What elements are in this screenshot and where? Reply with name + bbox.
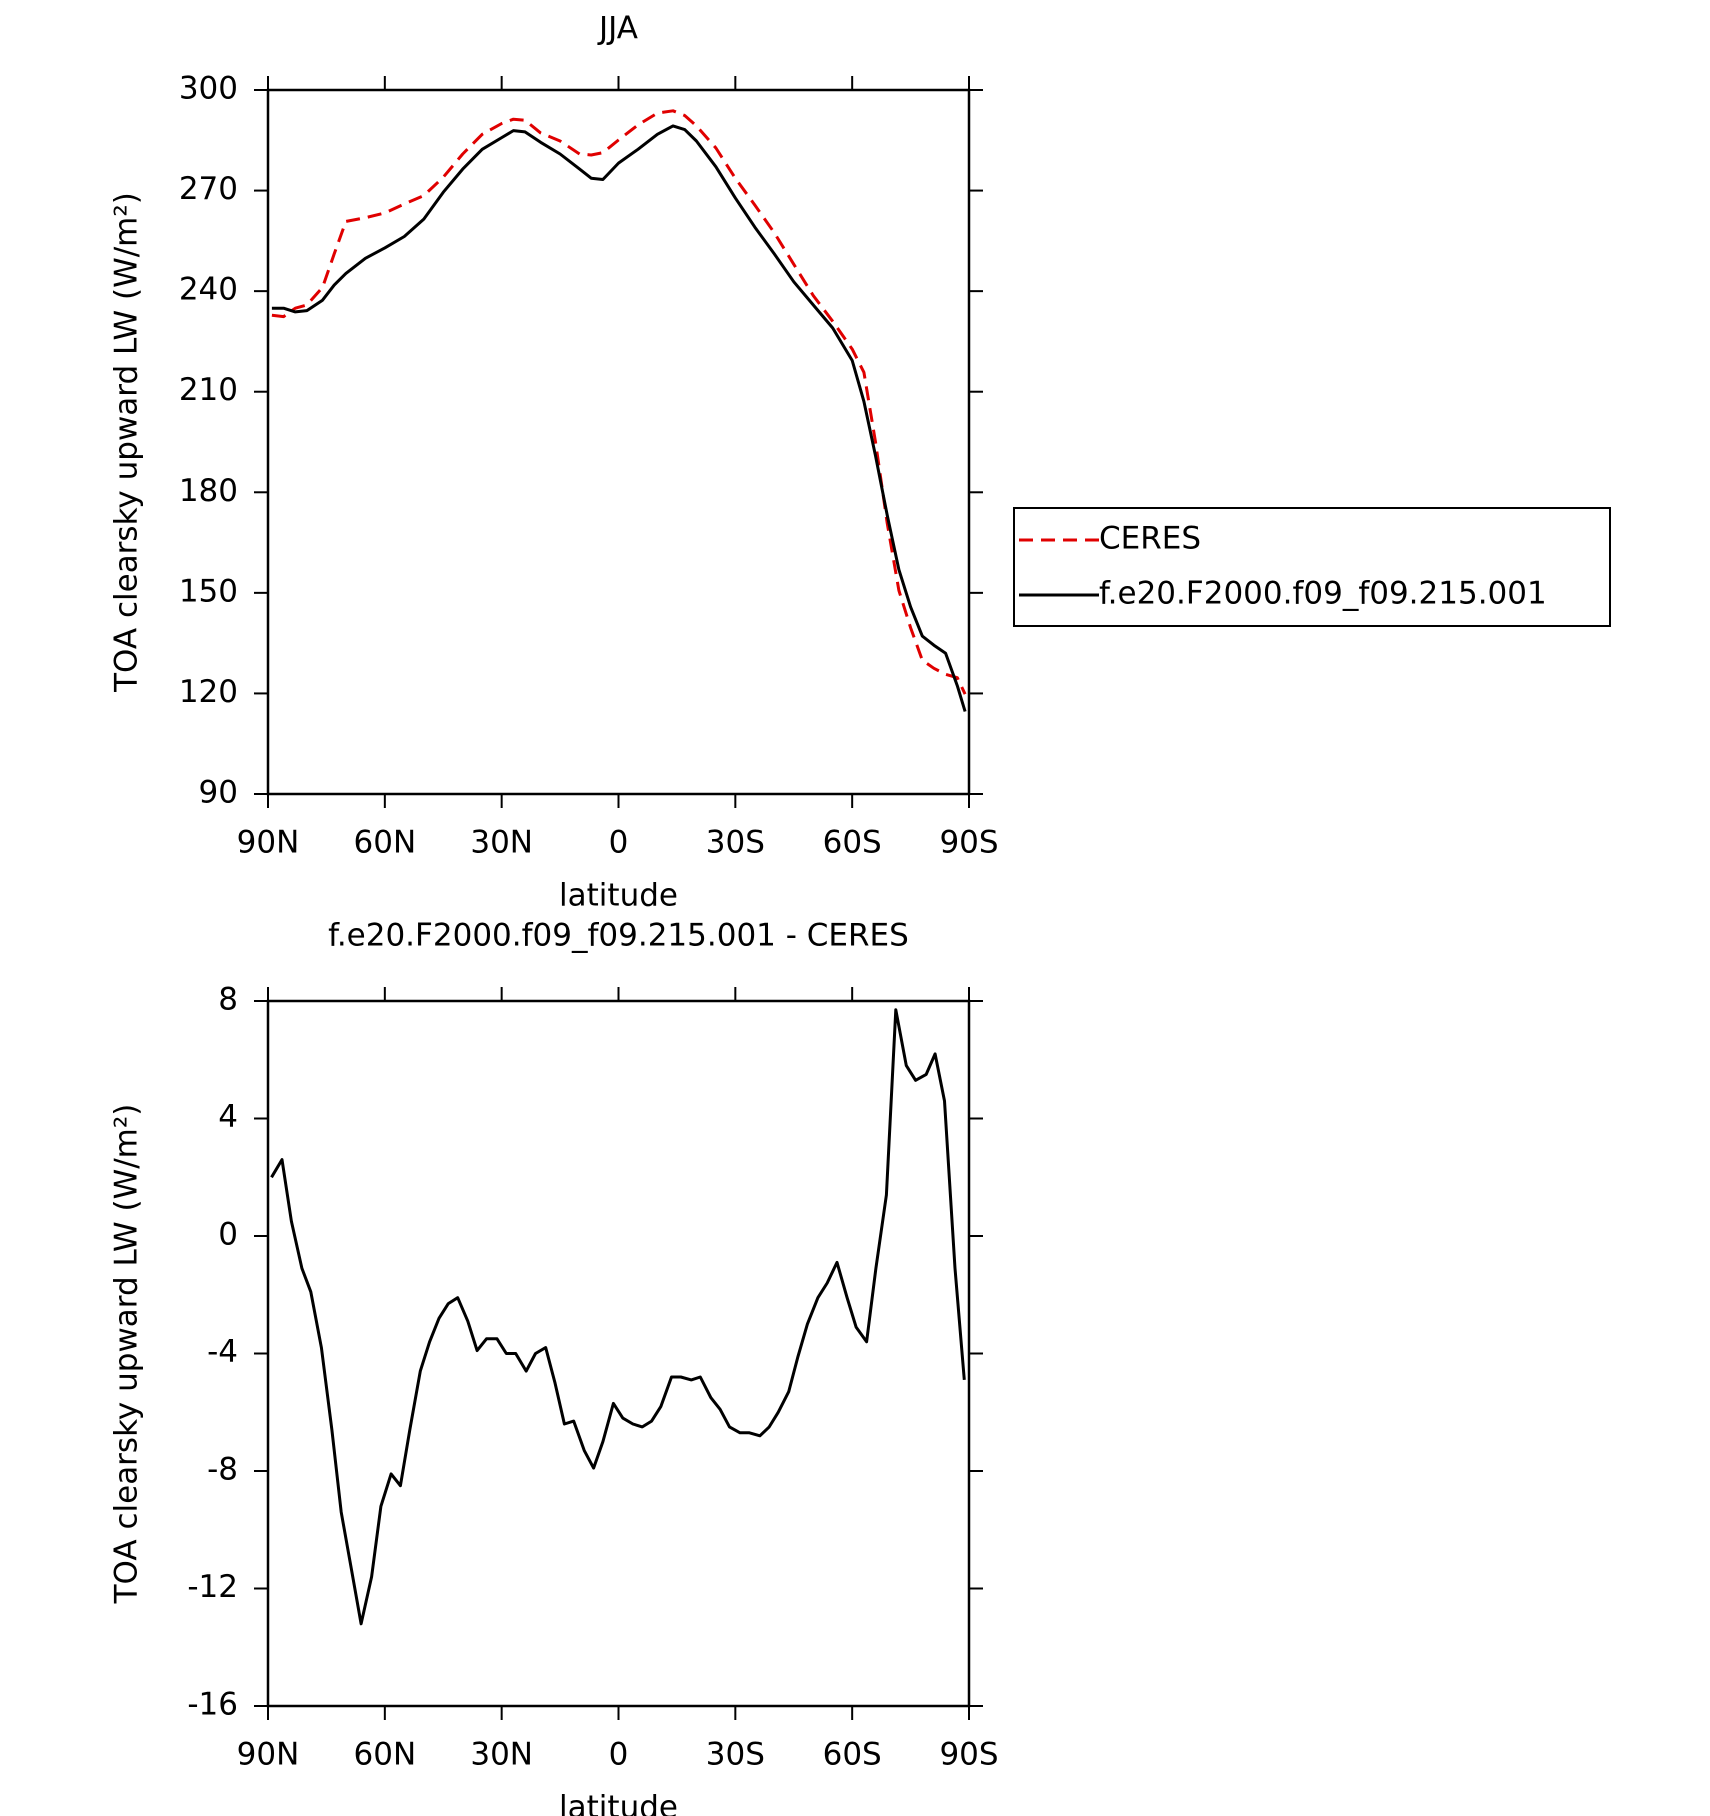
legend-label: f.e20.F2000.f09_f09.215.001 bbox=[1099, 576, 1547, 612]
data-line bbox=[271, 109, 967, 695]
x-tick-label: 30S bbox=[706, 1737, 765, 1773]
y-tick-label: 180 bbox=[179, 473, 238, 509]
y-tick-label: 8 bbox=[218, 982, 238, 1018]
y-tick-label: 240 bbox=[179, 272, 238, 308]
x-axis-label: latitude bbox=[559, 878, 678, 914]
x-tick-label: 90S bbox=[939, 1737, 998, 1773]
y-tick-label: 150 bbox=[179, 573, 238, 609]
x-tick-label: 60S bbox=[823, 825, 882, 861]
x-tick-label: 30N bbox=[470, 1737, 533, 1773]
y-tick-label: -8 bbox=[207, 1452, 238, 1488]
legend: CERES f.e20.F2000.f09_f09.215.001 bbox=[1013, 507, 1611, 627]
y-tick-label: 210 bbox=[179, 372, 238, 408]
plot-frame bbox=[266, 88, 971, 796]
chart-title: f.e20.F2000.f09_f09.215.001 - CERES bbox=[328, 918, 909, 954]
x-tick-label: 0 bbox=[609, 1737, 629, 1773]
x-tick-label: 60S bbox=[823, 1737, 882, 1773]
x-tick-label: 60N bbox=[354, 1737, 417, 1773]
y-tick-label: 120 bbox=[179, 674, 238, 710]
y-tick-label: 270 bbox=[179, 171, 238, 207]
legend-label: CERES bbox=[1099, 521, 1201, 557]
y-tick-label: -16 bbox=[187, 1687, 238, 1723]
x-axis-label: latitude bbox=[559, 1790, 678, 1816]
x-tick-label: 60N bbox=[354, 825, 417, 861]
y-tick-label: 4 bbox=[218, 1099, 238, 1135]
data-line bbox=[271, 124, 967, 712]
y-axis-label: TOA clearsky upward LW (W/m²) bbox=[109, 1104, 145, 1605]
x-tick-label: 30S bbox=[706, 825, 765, 861]
chart-title: JJA bbox=[597, 11, 638, 47]
data-line bbox=[270, 1008, 966, 1626]
plot-frame bbox=[266, 999, 971, 1708]
y-tick-label: -12 bbox=[187, 1569, 238, 1605]
y-tick-label: 0 bbox=[218, 1217, 238, 1253]
x-tick-label: 90S bbox=[939, 825, 998, 861]
x-tick-label: 90N bbox=[237, 825, 300, 861]
x-tick-label: 0 bbox=[609, 825, 629, 861]
x-tick-label: 30N bbox=[470, 825, 533, 861]
y-tick-label: -4 bbox=[207, 1334, 238, 1370]
y-tick-label: 90 bbox=[199, 775, 238, 811]
x-tick-label: 90N bbox=[237, 1737, 300, 1773]
legend-box bbox=[1013, 507, 1611, 627]
y-axis-label: TOA clearsky upward LW (W/m²) bbox=[109, 192, 145, 693]
y-tick-label: 300 bbox=[179, 71, 238, 107]
